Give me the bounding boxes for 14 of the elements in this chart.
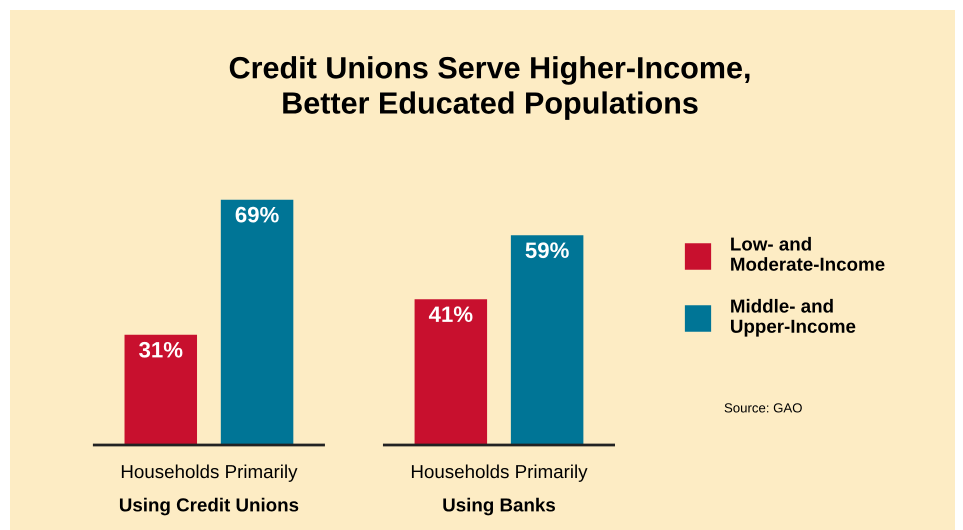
x-tick-label: Households Primarily Using Banks bbox=[412, 464, 588, 516]
data-label: 69% bbox=[236, 206, 279, 223]
data-label: 31% bbox=[139, 342, 182, 358]
source-note: Source: GAO bbox=[724, 403, 802, 413]
bar bbox=[124, 334, 198, 445]
legend-label: Middle- and Upper-Income bbox=[731, 298, 856, 337]
x-tick-label: Households Primarily Using Credit Unions bbox=[120, 464, 298, 516]
bar bbox=[220, 200, 294, 445]
bar bbox=[510, 235, 584, 445]
legend-label: Low- and Moderate-Income bbox=[731, 236, 884, 271]
bar bbox=[414, 299, 488, 445]
chart-title: Credit Unions Serve Higher-Income, Better Educated Populations bbox=[230, 56, 750, 120]
data-label: 41% bbox=[428, 306, 472, 322]
data-label: 59% bbox=[526, 242, 569, 258]
